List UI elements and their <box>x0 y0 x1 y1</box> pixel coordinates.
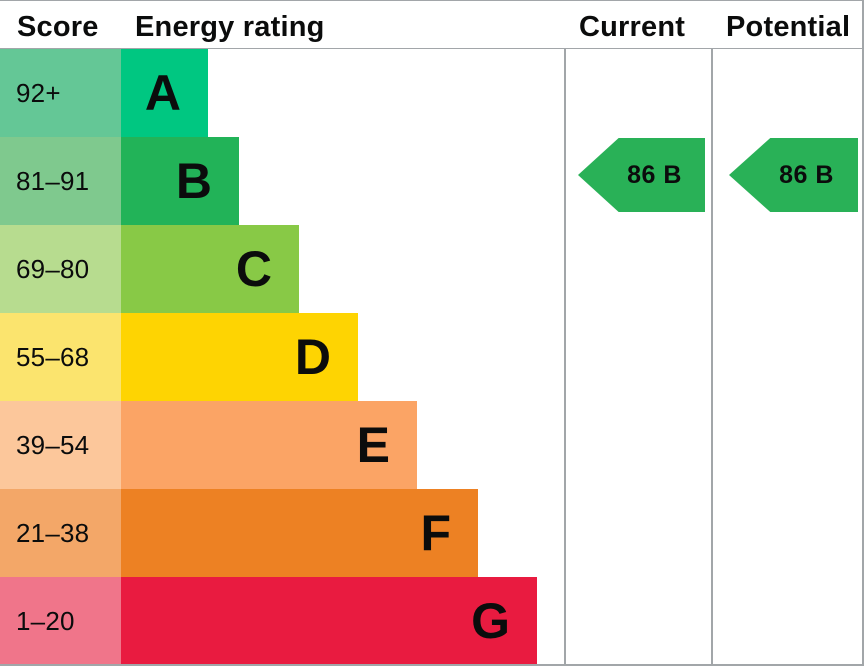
header-energy-rating: Energy rating <box>135 11 325 43</box>
header-potential: Potential <box>726 11 851 43</box>
band-row-d: 55–68 D <box>0 313 565 401</box>
score-range-cell-d: 55–68 <box>0 313 121 401</box>
rating-bands: 92+ A 81–91 B 69–80 C 55–68 <box>0 49 565 664</box>
score-range-label: 92+ <box>16 77 61 108</box>
score-range-label: 39–54 <box>16 429 90 460</box>
potential-rating-label: 86 B <box>779 160 834 189</box>
score-range-cell-b: 81–91 <box>0 137 121 225</box>
table-header: Score Energy rating Current Potential <box>0 1 862 49</box>
score-range-cell-a: 92+ <box>0 49 121 137</box>
rating-letter: F <box>420 505 451 561</box>
rating-bar-e: E <box>121 401 417 489</box>
potential-rating-arrow: 86 B <box>729 138 858 212</box>
rating-bar-c: C <box>121 225 299 313</box>
header-current: Current <box>579 11 686 43</box>
rating-letter: E <box>356 417 390 473</box>
rating-bar-b: B <box>121 137 239 225</box>
band-row-a: 92+ A <box>0 49 565 137</box>
score-range-label: 81–91 <box>16 165 90 196</box>
band-row-e: 39–54 E <box>0 401 565 489</box>
score-range-cell-g: 1–20 <box>0 577 121 664</box>
rating-letter: D <box>294 329 331 385</box>
current-rating-label: 86 B <box>627 160 682 189</box>
score-range-cell-f: 21–38 <box>0 489 121 577</box>
rating-letter: G <box>471 593 510 649</box>
rating-letter: C <box>235 241 272 297</box>
rating-letter: A <box>144 65 181 121</box>
rating-bar-d: D <box>121 313 358 401</box>
score-range-label: 1–20 <box>16 605 75 636</box>
band-row-g: 1–20 G <box>0 577 565 664</box>
rating-letter: B <box>175 153 212 209</box>
divider-current-potential <box>711 1 713 664</box>
score-range-label: 69–80 <box>16 253 90 284</box>
rating-bar-g: G <box>121 577 537 664</box>
score-range-cell-e: 39–54 <box>0 401 121 489</box>
band-row-c: 69–80 C <box>0 225 565 313</box>
score-range-label: 21–38 <box>16 517 90 548</box>
header-score: Score <box>17 11 99 43</box>
score-range-label: 55–68 <box>16 341 90 372</box>
current-rating-arrow: 86 B <box>578 138 705 212</box>
band-row-b: 81–91 B <box>0 137 565 225</box>
band-row-f: 21–38 F <box>0 489 565 577</box>
score-range-cell-c: 69–80 <box>0 225 121 313</box>
rating-bar-a: A <box>121 49 208 137</box>
rating-bar-f: F <box>121 489 478 577</box>
divider-rating-current <box>564 1 566 664</box>
